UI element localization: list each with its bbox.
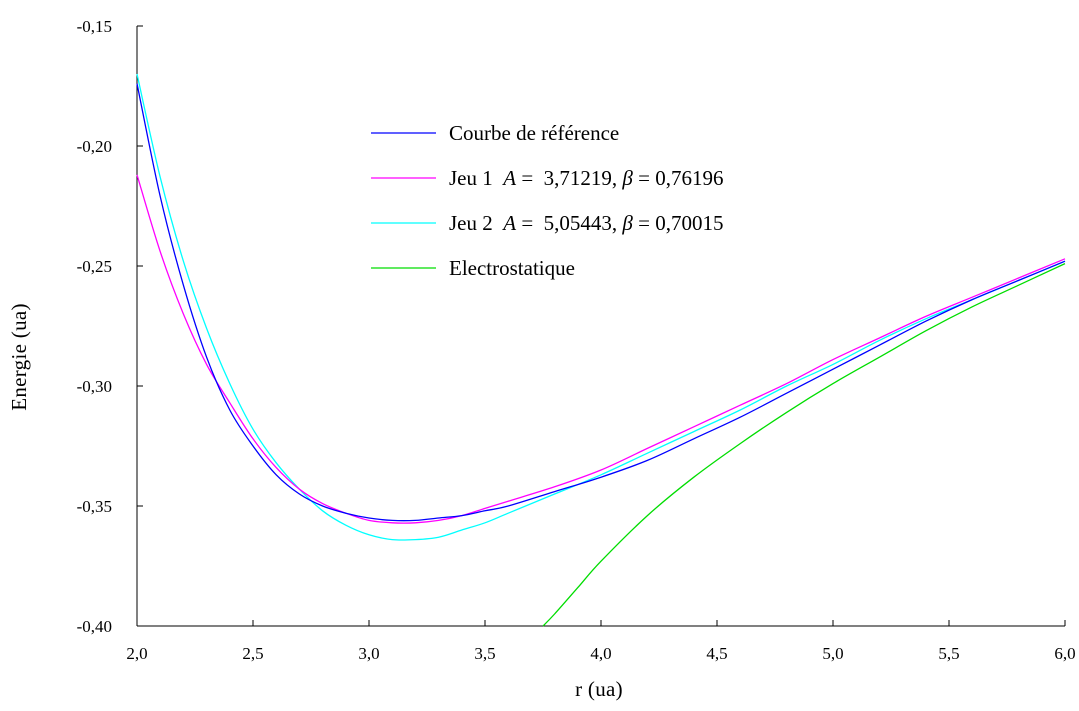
legend-jeu2-a-symbol: A [501, 211, 516, 235]
y-tick-label: -0,15 [77, 17, 112, 36]
legend-label-jeu1: Jeu 1 A = 3,71219, β = 0,76196 [449, 166, 723, 190]
y-tick-label: -0,20 [77, 137, 112, 156]
x-tick-label: 4,5 [706, 644, 727, 663]
y-tick-label: -0,35 [77, 497, 112, 516]
x-tick-label: 2,5 [242, 644, 263, 663]
y-axis-label: Energie (ua) [7, 303, 31, 411]
legend-jeu1-prefix: Jeu 1 [449, 166, 503, 190]
x-tick-label: 3,0 [358, 644, 379, 663]
legend-label-reference: Courbe de référence [449, 121, 619, 145]
y-tick-label: -0,30 [77, 377, 112, 396]
legend-jeu2-prefix: Jeu 2 [449, 211, 503, 235]
legend-label-jeu2: Jeu 2 A = 5,05443, β = 0,70015 [449, 211, 723, 235]
y-tick-label: -0,40 [77, 617, 112, 636]
x-tick-label: 5,5 [938, 644, 959, 663]
legend-label-electrostatique: Electrostatique [449, 256, 575, 280]
x-tick-label: 2,0 [126, 644, 147, 663]
legend-jeu1-beta-value: = 0,76196 [633, 166, 724, 190]
x-tick-label: 5,0 [822, 644, 843, 663]
y-tick-label: -0,25 [77, 257, 112, 276]
x-tick-label: 6,0 [1054, 644, 1075, 663]
x-tick-label: 4,0 [590, 644, 611, 663]
series-line-electrostatique [542, 263, 1066, 627]
legend-jeu1-beta-symbol: β [621, 166, 633, 190]
x-tick-label: 3,5 [474, 644, 495, 663]
axes: 2,0 2,5 3,0 3,5 4,0 4,5 5,0 5,5 6,0 -0,15-0,20-0… [77, 17, 1076, 663]
series-line-reference [136, 83, 1066, 522]
legend: Courbe de référence Jeu 1 A = 3,71219, β… [371, 121, 723, 280]
series-line-jeu2 [136, 73, 1066, 541]
x-ticks: 2,0 2,5 3,0 3,5 4,0 4,5 5,0 5,5 6,0 [126, 620, 1076, 663]
legend-jeu2-beta-symbol: β [621, 211, 633, 235]
legend-jeu1-a-symbol: A [501, 166, 516, 190]
legend-jeu1-a-value: = 3,71219, [516, 166, 622, 190]
series-layer [136, 73, 1066, 627]
legend-jeu2-a-value: = 5,05443, [516, 211, 622, 235]
x-axis-label: r (ua) [575, 677, 623, 701]
legend-jeu2-beta-value: = 0,70015 [633, 211, 724, 235]
y-ticks: -0,15 -0,20 -0,25 -0,30 -0,35 -0,40 [77, 17, 143, 636]
